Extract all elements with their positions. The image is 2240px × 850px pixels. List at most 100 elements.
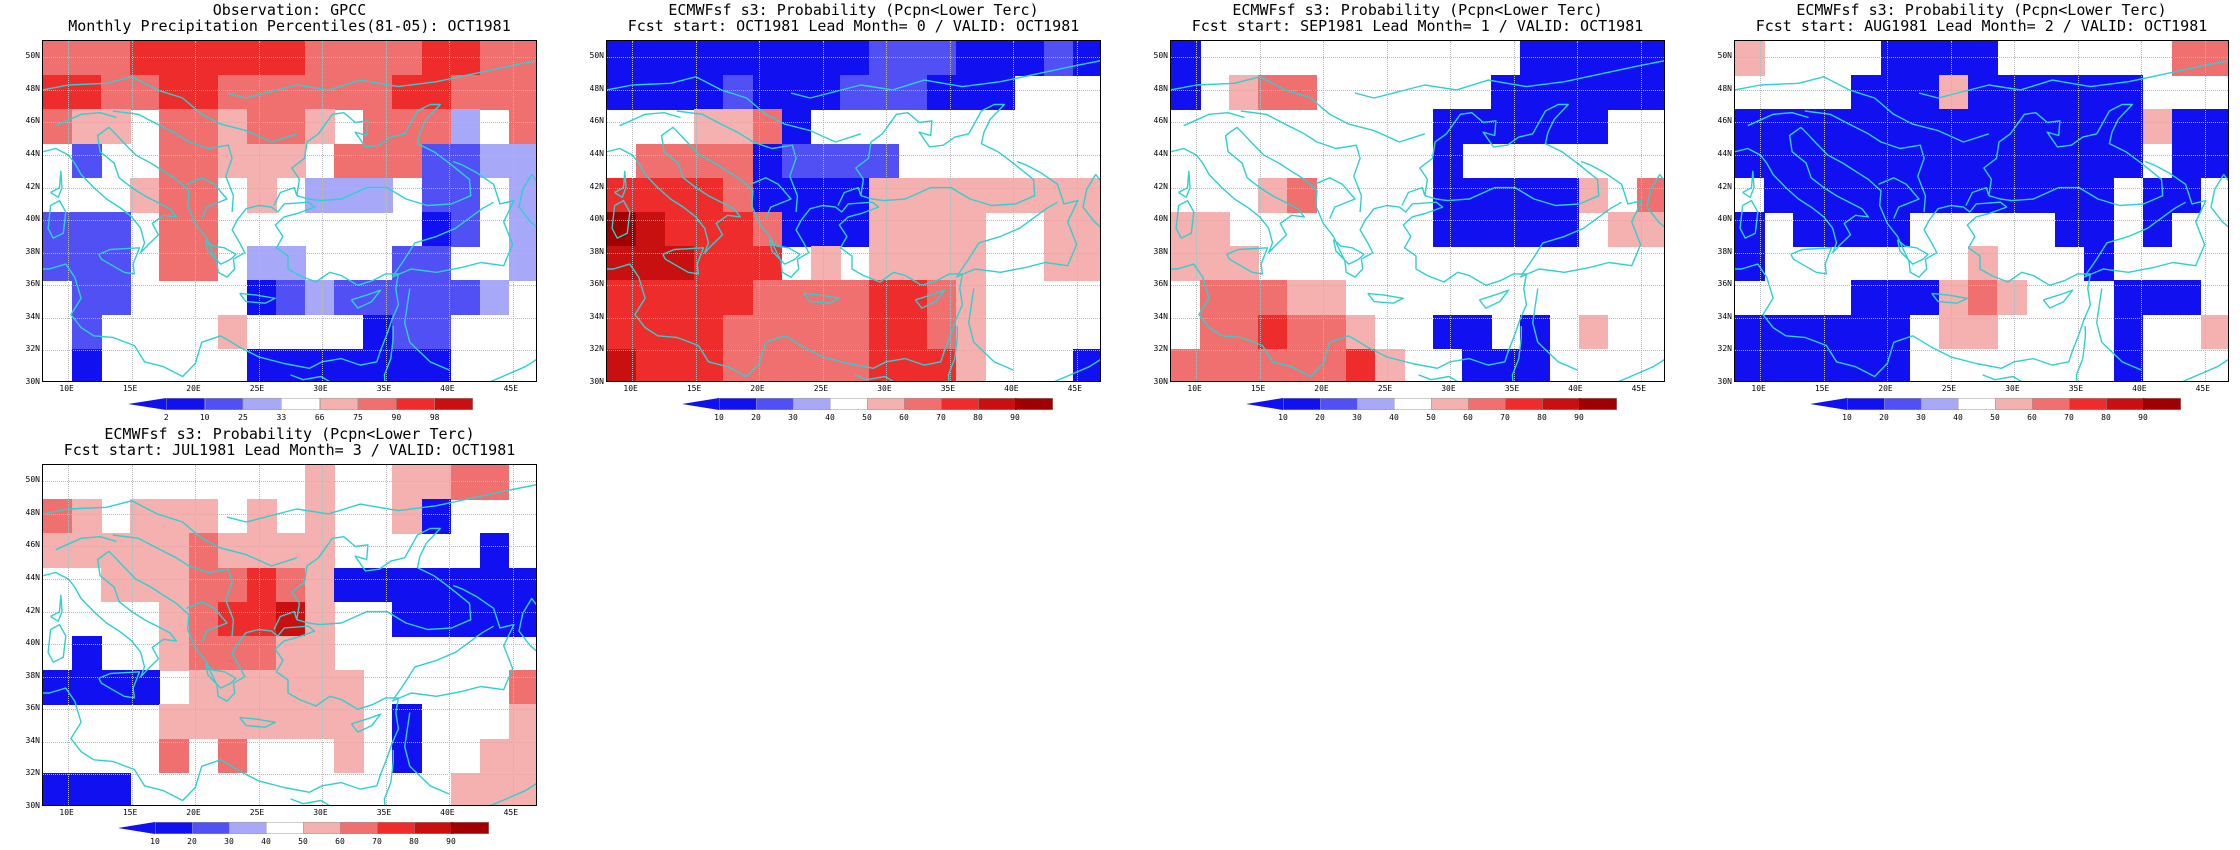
grid-cell-r2 xyxy=(363,41,393,76)
colorbar-label: 10 xyxy=(1842,413,1852,422)
grid-cell-r3 xyxy=(159,41,190,76)
y-tick-label: 30N xyxy=(25,801,40,810)
graticule-meridian xyxy=(1196,41,1198,381)
grid-cell-r3 xyxy=(72,75,102,110)
grid-cell-r3 xyxy=(1258,314,1289,350)
grid-cell-b3 xyxy=(752,177,783,213)
grid-cell-b3 xyxy=(2084,143,2115,179)
graticule-meridian xyxy=(1323,41,1325,381)
grid-cell-b3 xyxy=(927,75,957,110)
panel-subtitle: Fcst start: OCT1981 Lead Month= 0 / VALI… xyxy=(627,17,1080,35)
grid-cell-r2 xyxy=(246,109,277,145)
grid-cell-b3 xyxy=(1909,143,1940,179)
y-tick-label: 50N xyxy=(1153,51,1168,61)
graticule-meridian xyxy=(1950,41,1952,381)
colorbar-arrow-left xyxy=(1246,398,1283,410)
coastline xyxy=(1314,177,1356,219)
grid-cell-b3 xyxy=(1520,212,1551,247)
grid-cell-b1 xyxy=(479,143,510,179)
grid-cell-b3 xyxy=(1822,177,1853,213)
grid-cell-r2 xyxy=(1258,75,1289,110)
grid-cell-r1 xyxy=(188,670,219,705)
grid-cell-b3 xyxy=(1822,348,1853,381)
grid-cell-b3 xyxy=(2026,143,2056,179)
graticule-meridian xyxy=(449,465,451,805)
grid-cell-b3 xyxy=(956,41,987,76)
grid-cell-b1 xyxy=(305,177,335,213)
grid-cell-r2 xyxy=(694,143,725,179)
grid-cell-b2 xyxy=(392,246,423,281)
y-tick-label: 34N xyxy=(1717,311,1732,321)
colorbar-segment xyxy=(793,398,831,410)
grid-cell-b3 xyxy=(810,75,841,110)
grid-cell-r2 xyxy=(43,41,73,76)
grid-cell-r2 xyxy=(1229,348,1259,381)
grid-cell-r1 xyxy=(450,772,481,805)
grid-cell-b3 xyxy=(1491,177,1521,213)
colorbar-segment xyxy=(719,398,757,410)
x-tick-label: 45E xyxy=(503,808,519,817)
grid-cell-r1 xyxy=(305,670,335,705)
grid-cell-r1 xyxy=(1735,41,1765,76)
grid-cell-r1 xyxy=(810,246,841,281)
grid-cell-b2 xyxy=(839,75,870,110)
grid-cell-b3 xyxy=(1851,143,1882,179)
y-tick-label: 36N xyxy=(1717,279,1732,289)
grid-cell-b3 xyxy=(392,567,423,603)
panel-subtitle: Fcst start: AUG1981 Lead Month= 2 / VALI… xyxy=(1755,17,2208,35)
graticule-meridian xyxy=(258,465,260,805)
panel-title: ECMWFsf s3: Probability (Pcpn<Lower Terc… xyxy=(1796,1,2167,19)
grid-cell-r1 xyxy=(305,567,335,603)
grid-cell-b3 xyxy=(2113,314,2144,350)
grid-cell-r3 xyxy=(927,348,957,381)
map-panel: ECMWFsf s3: Probability (Pcpn<Lower Terc… xyxy=(1154,0,1696,424)
grid-cell-r1 xyxy=(275,143,306,179)
grid-cell-r1 xyxy=(246,533,277,569)
coastline xyxy=(1790,247,1833,275)
grid-cell-b3 xyxy=(392,601,423,637)
graticule-parallel xyxy=(43,546,536,548)
grid-cell-r2 xyxy=(159,109,190,145)
grid-cell-r2 xyxy=(1258,348,1289,381)
grid-cell-b3 xyxy=(1549,177,1580,213)
grid-cell-r2 xyxy=(752,314,783,350)
panel-subtitle: Fcst start: SEP1981 Lead Month= 1 / VALI… xyxy=(1191,17,1644,35)
colorbar-label: 2 xyxy=(163,413,169,422)
grid-cell-b3 xyxy=(2026,75,2056,110)
grid-cell-r3 xyxy=(246,601,277,637)
grid-cell-b2 xyxy=(869,75,899,110)
grid-cell-b3 xyxy=(2113,143,2144,179)
grid-cell-r1 xyxy=(927,246,957,281)
grid-cell-r1 xyxy=(927,212,957,247)
grid-cell-b3 xyxy=(1491,109,1521,145)
grid-cell-r2 xyxy=(1200,348,1230,381)
grid-cell-r2 xyxy=(363,75,393,110)
colorbar-segment xyxy=(155,822,193,834)
grid-cell-r2 xyxy=(392,41,423,76)
y-tick-label: 36N xyxy=(25,703,40,713)
graticule-parallel xyxy=(43,89,536,91)
grid-cell-b3 xyxy=(2084,177,2115,213)
grid-cell-b3 xyxy=(1491,348,1521,381)
colorbar-label: 60 xyxy=(899,413,909,422)
coastline xyxy=(50,594,63,623)
map-plot-area xyxy=(606,40,1101,382)
grid-cell-b3 xyxy=(363,567,393,603)
coastline xyxy=(1418,374,1458,381)
colorbar-segment xyxy=(229,822,267,834)
grid-cell-b3 xyxy=(1909,109,1940,145)
grid-cell-r1 xyxy=(956,314,987,350)
grid-cell-r4 xyxy=(275,601,306,637)
grid-cell-b3 xyxy=(839,212,870,247)
grid-cell-r2 xyxy=(188,636,219,671)
grid-cell-r1 xyxy=(1578,314,1609,350)
grid-cell-b3 xyxy=(72,670,102,705)
grid-cell-b3 xyxy=(1997,143,2027,179)
coastline xyxy=(1401,186,1426,206)
grid-cell-r2 xyxy=(217,567,248,603)
y-tick-label: 42N xyxy=(25,605,40,615)
grid-cell-r1 xyxy=(275,670,306,705)
grid-cell-b3 xyxy=(1462,177,1492,213)
y-tick-label: 32N xyxy=(1153,344,1168,354)
grid-cell-r2 xyxy=(839,314,870,350)
